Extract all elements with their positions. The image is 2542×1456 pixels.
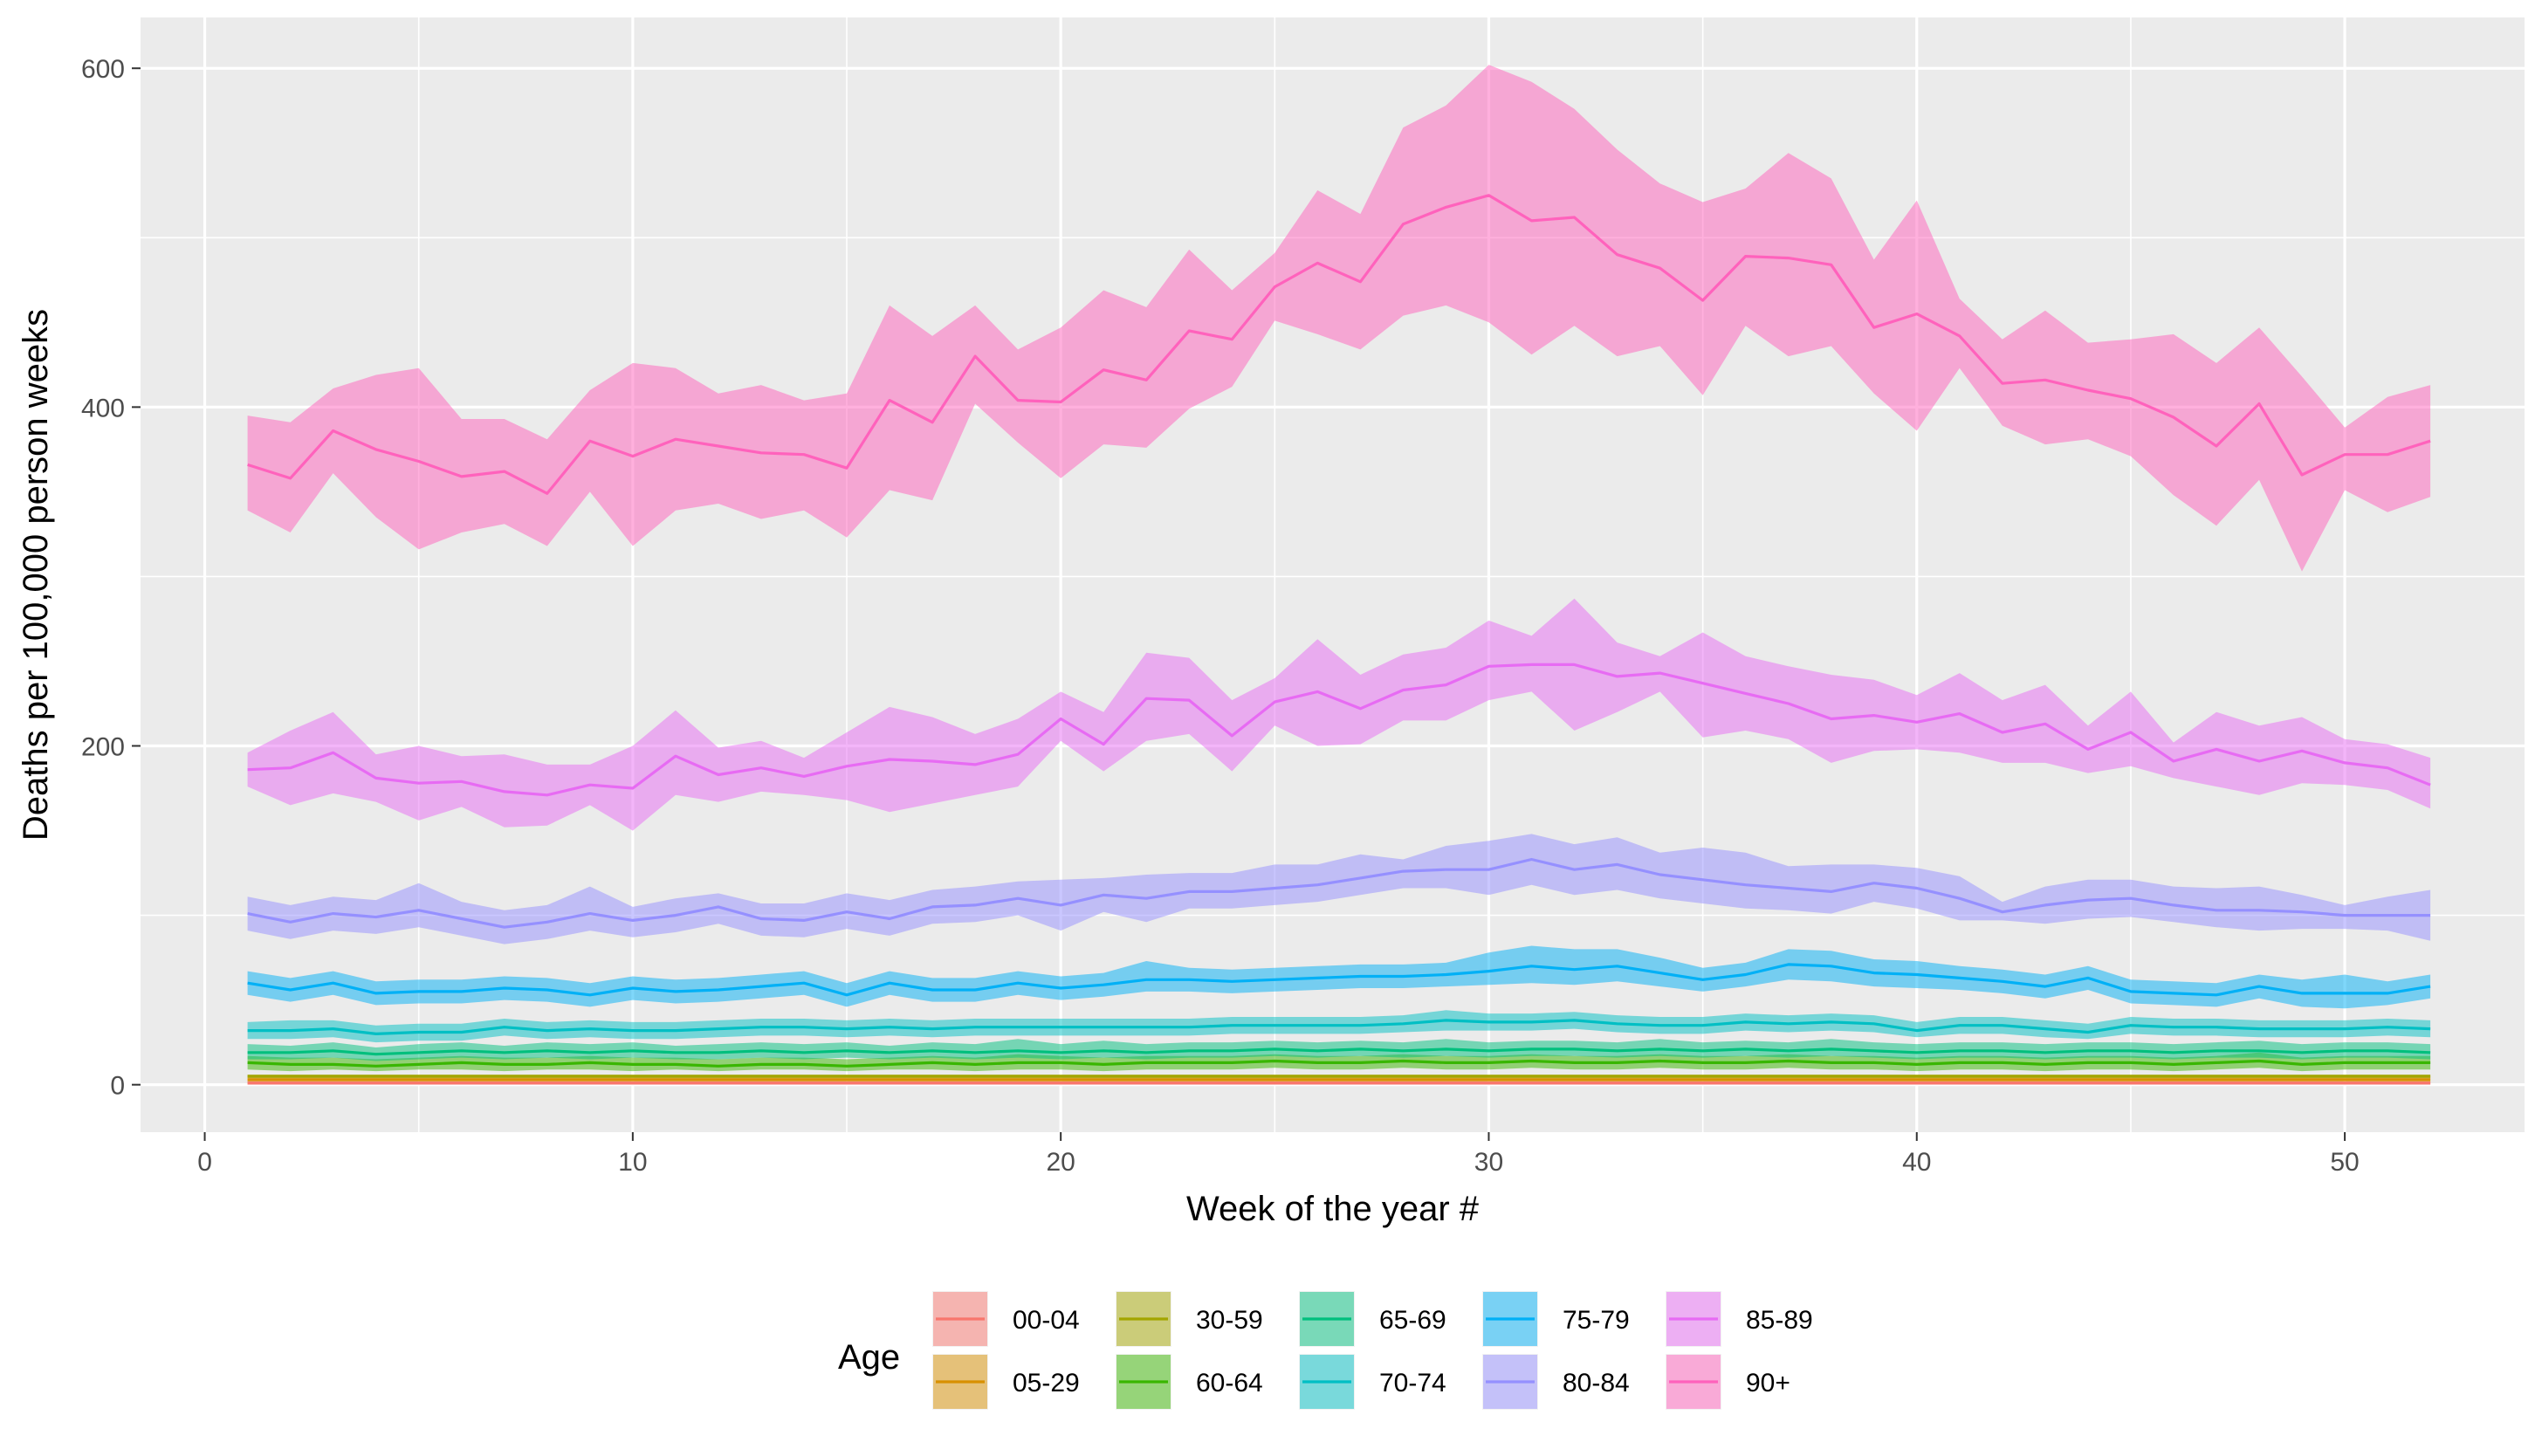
y-tick-label: 400	[81, 394, 125, 422]
x-tick-label: 50	[2330, 1148, 2359, 1177]
legend-label: 80-84	[1563, 1369, 1630, 1398]
legend: Age 00-04 05-29 30-59 60-64 65-69 70-74 75-79 8…	[838, 1291, 1813, 1410]
series-line-75-79	[247, 963, 2431, 997]
y-axis: 0 200 400 600	[81, 55, 141, 1101]
legend-label: 00-04	[1013, 1306, 1080, 1335]
legend-title: Age	[838, 1338, 900, 1377]
plot-panel	[141, 17, 2525, 1132]
ribbon-80-84	[247, 834, 2431, 944]
series-line-85-89	[247, 663, 2431, 797]
legend-label: 90+	[1746, 1369, 1790, 1398]
legend-label: 75-79	[1563, 1306, 1630, 1335]
legend-label: 70-74	[1379, 1369, 1446, 1398]
series-line-60-64	[247, 1059, 2431, 1068]
x-tick-label: 20	[1046, 1148, 1075, 1177]
x-axis-title: Week of the year #	[1186, 1190, 1480, 1228]
y-tick-label: 600	[81, 55, 125, 84]
legend-label: 60-64	[1196, 1369, 1263, 1398]
x-axis: 0 10 20 30 40 50	[197, 1132, 2360, 1177]
x-tick-label: 30	[1474, 1148, 1503, 1177]
y-tick-label: 200	[81, 733, 125, 762]
legend-label: 65-69	[1379, 1306, 1446, 1335]
series-line-80-84	[247, 857, 2431, 929]
ribbon-90+	[247, 65, 2431, 572]
series-line-65-69	[247, 1047, 2431, 1056]
series-lines	[247, 194, 2431, 1085]
x-tick-label: 10	[618, 1148, 647, 1177]
x-tick-label: 40	[1902, 1148, 1931, 1177]
series-line-70-74	[247, 1019, 2431, 1035]
x-tick-label: 0	[197, 1148, 212, 1177]
legend-label: 30-59	[1196, 1306, 1263, 1335]
legend-label: 05-29	[1013, 1369, 1080, 1398]
series-line-90+	[247, 194, 2431, 495]
legend-label: 85-89	[1746, 1306, 1813, 1335]
ribbon-85-89	[247, 598, 2431, 831]
y-tick-label: 0	[110, 1072, 125, 1101]
y-axis-title: Deaths per 100,000 person weeks	[17, 309, 55, 841]
